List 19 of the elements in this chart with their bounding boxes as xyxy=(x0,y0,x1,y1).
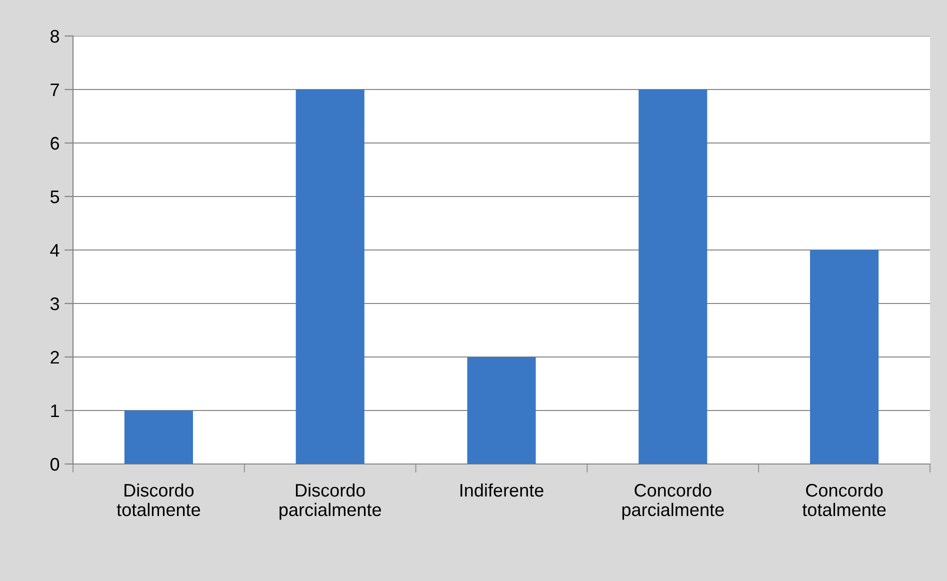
x-tick-label: Discordo totalmente xyxy=(116,483,200,516)
y-tick-label: 5 xyxy=(50,190,60,204)
bar xyxy=(638,90,708,464)
x-tick-label: Indiferente xyxy=(460,483,544,497)
bar xyxy=(296,90,364,464)
bar xyxy=(810,250,879,464)
y-tick-label: 8 xyxy=(50,30,60,43)
y-tick-label: 4 xyxy=(50,244,60,257)
y-tick-label: 6 xyxy=(50,136,60,150)
y-tick-label: 3 xyxy=(50,297,60,310)
x-tick-label: Concordo parcialmente xyxy=(622,483,724,520)
y-tick-label: 7 xyxy=(50,84,59,96)
bar xyxy=(467,357,536,464)
x-tick-label: Concordo totalmente xyxy=(802,483,886,516)
y-tick-label: 2 xyxy=(50,350,59,364)
y-tick-label: 0 xyxy=(50,458,60,471)
x-tick-label: Discordo parcialmente xyxy=(280,483,381,520)
y-tick-label: 1 xyxy=(51,404,59,418)
bar xyxy=(124,410,193,464)
